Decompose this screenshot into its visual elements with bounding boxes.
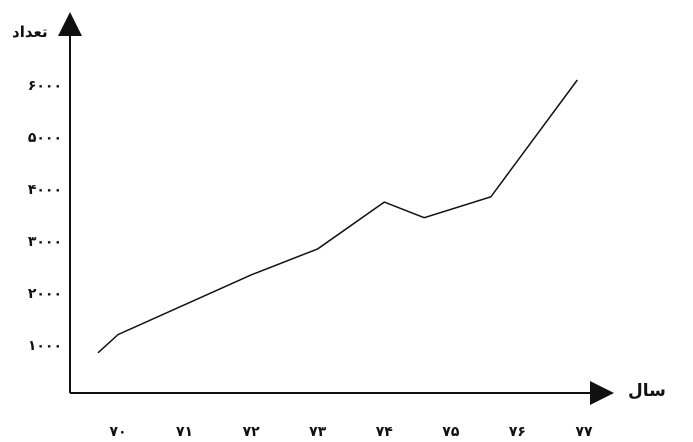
y-tick-label: ۳۰۰۰ [28,234,62,250]
x-tick-label: ۷۳ [309,424,327,438]
x-tick-label: ۷۴ [376,424,394,438]
y-tick-label: ۲۰۰۰ [28,286,62,302]
y-tick-label: ۶۰۰۰ [28,78,62,94]
x-tick-label: ۷۵ [442,424,460,438]
x-tick-label: ۷۷ [575,424,593,438]
y-tick-label: ۱۰۰۰ [28,338,62,354]
y-axis-label: تعداد [12,23,48,41]
x-tick-labels: ۷۰ ۷۱ ۷۲ ۷۳ ۷۴ ۷۵ ۷۶ ۷۷ [109,424,593,440]
x-tick-label: ۷۲ [243,424,261,438]
y-tick-labels: ۱۰۰۰ ۲۰۰۰ ۳۰۰۰ ۴۰۰۰ ۵۰۰۰ ۶۰۰۰ [28,78,62,354]
x-axis-label: سال [628,381,666,401]
y-tick-label: ۴۰۰۰ [28,182,62,198]
series-line [97,79,578,354]
x-tick-label: ۷۱ [176,424,193,438]
x-tick-label: ۷۰ [109,424,126,438]
x-tick-label: ۷۶ [509,424,526,438]
y-tick-label: ۵۰۰۰ [28,130,62,146]
